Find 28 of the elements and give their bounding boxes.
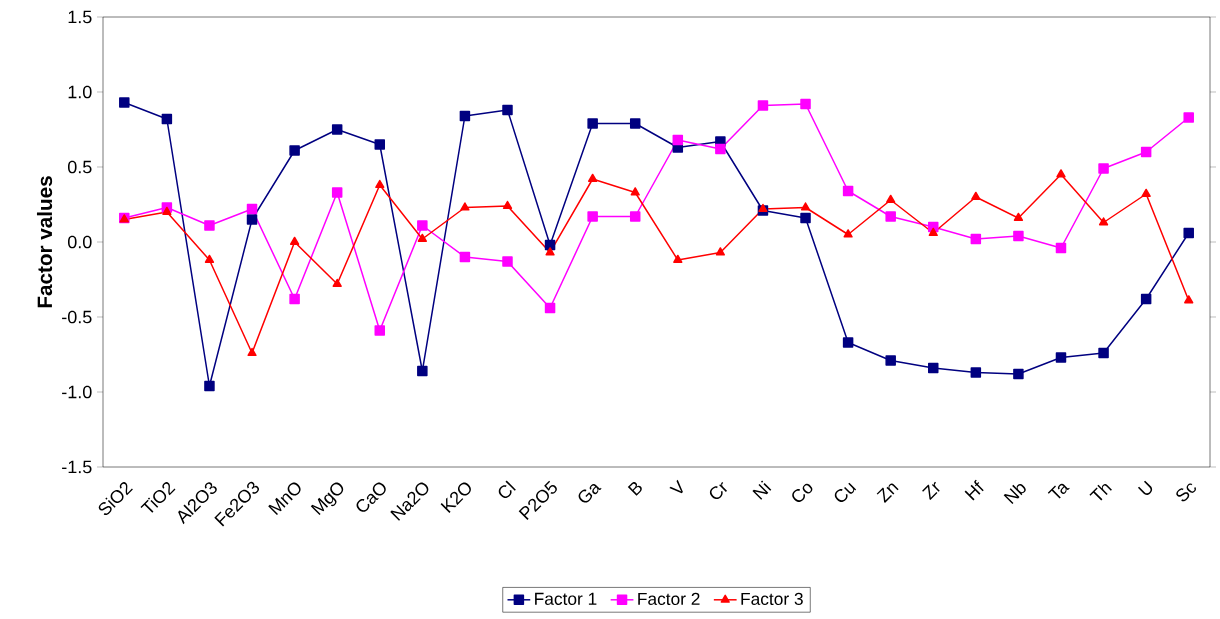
x-tick-label: U [1137, 480, 1153, 495]
x-tick-label: CaO [356, 482, 386, 512]
x-tick-label: Ni [752, 480, 772, 500]
x-tick-label: Th [1089, 483, 1112, 501]
legend-label: Factor 1 [535, 592, 597, 605]
x-tick-label: Co [792, 483, 813, 502]
y-tick-label: 0.5 [67, 160, 92, 174]
legend-label: Factor 2 [638, 592, 700, 606]
y-tick-label: -1.5 [62, 460, 92, 474]
x-tick-label: Cu [834, 482, 857, 502]
y-axis-title: Factor values [36, 176, 53, 308]
x-tick-label: Cl [498, 480, 516, 499]
x-tick-label: Ta [1047, 483, 1070, 499]
x-tick-label: B [627, 482, 642, 496]
y-tick-label: -0.5 [62, 310, 92, 324]
x-tick-label: Zn [876, 483, 899, 503]
x-tick-label: V [669, 479, 683, 494]
y-tick-label: -1.0 [62, 385, 92, 399]
y-tick-label: 1.5 [68, 10, 92, 24]
x-tick-label: Hf [964, 479, 984, 501]
x-tick-label: Ga [578, 483, 602, 503]
x-tick-label: Zr [922, 481, 940, 501]
y-tick-label: 1.0 [68, 85, 92, 99]
x-tick-label: Cr [709, 481, 728, 500]
y-tick-label: 0.0 [67, 235, 92, 249]
x-tick-label: Nb [1003, 484, 1026, 505]
legend-label: Factor 3 [741, 592, 803, 606]
x-tick-label: Sc [1176, 483, 1197, 502]
